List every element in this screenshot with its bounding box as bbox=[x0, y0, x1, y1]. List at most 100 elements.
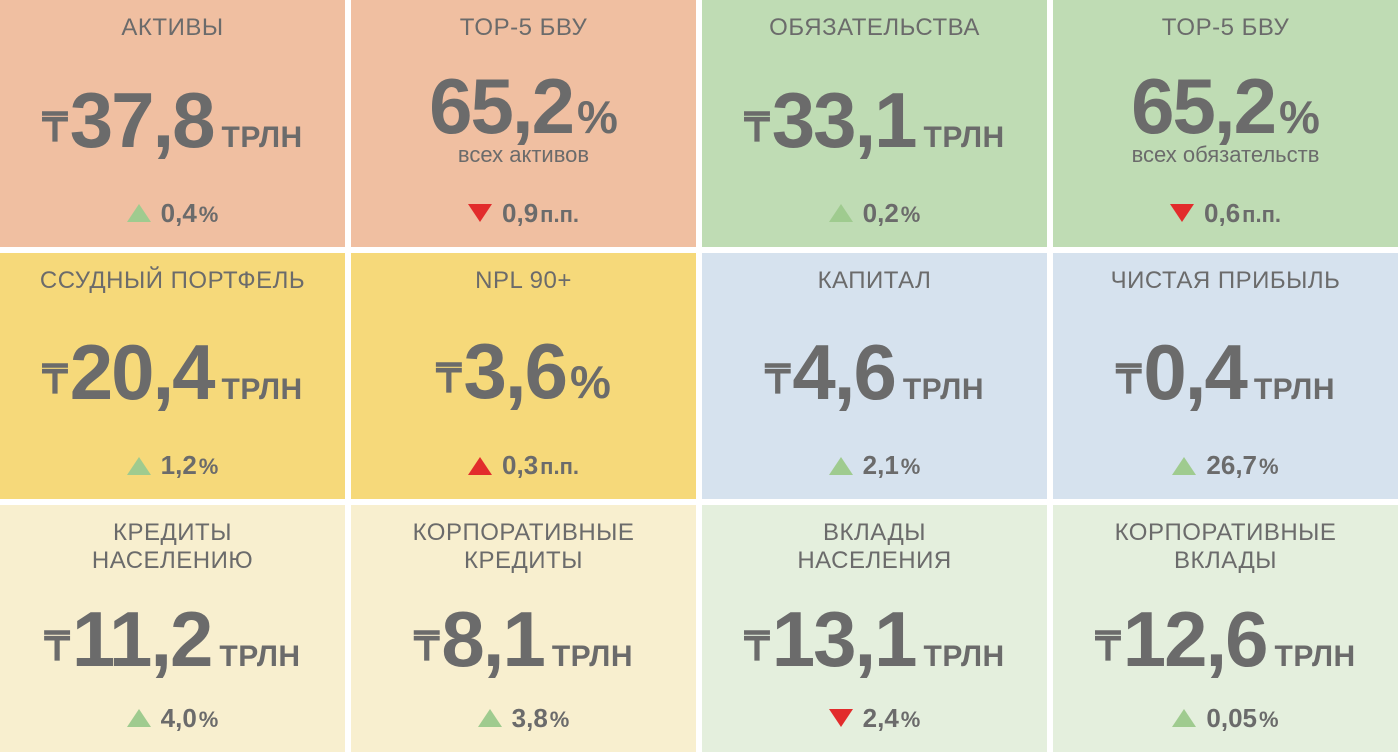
metric-value-block: ₸13,1ТРЛН bbox=[744, 604, 1004, 674]
metric-value-row: ₸20,4ТРЛН bbox=[42, 337, 302, 407]
metric-value-row: ₸37,8ТРЛН bbox=[42, 85, 302, 155]
metric-value-row: ₸33,1ТРЛН bbox=[744, 85, 1004, 155]
arrow-up-icon bbox=[829, 457, 853, 475]
metric-unit: % bbox=[577, 90, 618, 144]
metric-change-text: 0,6п.п. bbox=[1204, 198, 1281, 229]
metric-value-row: ₸8,1ТРЛН bbox=[414, 604, 633, 674]
metric-value-block: ₸0,4ТРЛН bbox=[1116, 337, 1335, 407]
metric-change-text: 0,3п.п. bbox=[502, 450, 579, 481]
arrow-up-icon bbox=[127, 457, 151, 475]
metric-subtitle: всех активов bbox=[458, 142, 589, 168]
arrow-down-icon bbox=[1170, 204, 1194, 222]
metric-change-value: 0,9 bbox=[502, 198, 538, 228]
metric-change-unit: п.п. bbox=[540, 454, 579, 479]
metric-change-value: 3,8 bbox=[512, 703, 548, 733]
tenge-icon: ₸ bbox=[765, 360, 790, 400]
metric-unit: % bbox=[1279, 90, 1320, 144]
metric-unit: ТРЛН bbox=[903, 373, 984, 407]
metric-change-value: 0,3 bbox=[502, 450, 538, 480]
metric-value-block: 65,2%всех обязательств bbox=[1131, 71, 1320, 168]
metric-title: КОРПОРАТИВНЫЕКРЕДИТЫ bbox=[413, 519, 635, 574]
metric-value-row: ₸11,2ТРЛН bbox=[44, 604, 300, 674]
metric-change-value: 2,4 bbox=[863, 703, 899, 733]
metric-card-loan-portfolio: ССУДНЫЙ ПОРТФЕЛЬ ₸20,4ТРЛН 1,2% bbox=[0, 253, 345, 500]
metric-change-text: 4,0% bbox=[161, 703, 219, 734]
metric-unit: ТРЛН bbox=[1254, 373, 1335, 407]
metric-value: 11,2 bbox=[72, 604, 212, 674]
metric-change-unit: % bbox=[901, 707, 921, 732]
metric-value-row: 65,2% bbox=[1131, 71, 1320, 144]
metric-value: 20,4 bbox=[70, 337, 214, 407]
metric-change-text: 2,1% bbox=[863, 450, 921, 481]
arrow-up-icon bbox=[468, 457, 492, 475]
metric-unit: ТРЛН bbox=[222, 373, 303, 407]
metric-change-unit: % bbox=[901, 202, 921, 227]
metric-title: КРЕДИТЫНАСЕЛЕНИЮ bbox=[92, 519, 253, 574]
metric-value-block: ₸33,1ТРЛН bbox=[744, 85, 1004, 155]
tenge-icon: ₸ bbox=[414, 627, 439, 667]
metric-unit: ТРЛН bbox=[219, 640, 300, 674]
metric-card-liabilities: ОБЯЗАТЕЛЬСТВА ₸33,1ТРЛН 0,2% bbox=[702, 0, 1047, 247]
tenge-icon: ₸ bbox=[1095, 627, 1120, 667]
arrow-up-icon bbox=[1172, 457, 1196, 475]
metric-change: 0,6п.п. bbox=[1170, 198, 1281, 229]
metric-title: ЧИСТАЯ ПРИБЫЛЬ bbox=[1111, 267, 1341, 295]
metric-change-unit: % bbox=[901, 454, 921, 479]
metric-title: ССУДНЫЙ ПОРТФЕЛЬ bbox=[40, 267, 305, 295]
metric-change-value: 4,0 bbox=[161, 703, 197, 733]
arrow-up-icon bbox=[1172, 709, 1196, 727]
arrow-up-icon bbox=[829, 204, 853, 222]
metric-value-row: ₸12,6ТРЛН bbox=[1095, 604, 1355, 674]
metric-unit: ТРЛН bbox=[552, 640, 633, 674]
metric-value: 65,2 bbox=[1131, 71, 1275, 141]
metric-change: 0,3п.п. bbox=[468, 450, 579, 481]
metric-card-retail-deposits: ВКЛАДЫНАСЕЛЕНИЯ ₸13,1ТРЛН 2,4% bbox=[702, 505, 1047, 752]
metric-title: TOP-5 БВУ bbox=[460, 14, 588, 42]
metric-value: 13,1 bbox=[772, 604, 916, 674]
tenge-icon: ₸ bbox=[42, 360, 67, 400]
metric-value: 37,8 bbox=[70, 85, 214, 155]
metric-value-row: 65,2% bbox=[429, 71, 618, 144]
metric-change: 2,1% bbox=[829, 450, 921, 481]
metric-card-corp-deposits: КОРПОРАТИВНЫЕВКЛАДЫ₸12,6ТРЛН0,05% bbox=[1053, 505, 1398, 752]
metric-card-top5-assets: TOP-5 БВУ 65,2%всех активов 0,9п.п. bbox=[351, 0, 696, 247]
metric-change-value: 0,05 bbox=[1206, 703, 1257, 733]
metric-change-unit: % bbox=[1259, 454, 1279, 479]
metric-change-value: 2,1 bbox=[863, 450, 899, 480]
metric-change-unit: % bbox=[1259, 707, 1279, 732]
metric-value-block: ₸37,8ТРЛН bbox=[42, 85, 302, 155]
metric-value-block: ₸20,4ТРЛН bbox=[42, 337, 302, 407]
metric-change-value: 0,4 bbox=[161, 198, 197, 228]
metric-change-value: 0,2 bbox=[863, 198, 899, 228]
metric-card-capital: КАПИТАЛ₸4,6ТРЛН2,1% bbox=[702, 253, 1047, 500]
metric-value: 3,6 bbox=[464, 336, 566, 406]
metric-value: 12,6 bbox=[1123, 604, 1267, 674]
metric-change-text: 3,8% bbox=[512, 703, 570, 734]
metric-subtitle: всех обязательств bbox=[1132, 142, 1320, 168]
metric-value: 4,6 bbox=[792, 337, 894, 407]
metric-change: 2,4% bbox=[829, 703, 921, 734]
metric-title: ОБЯЗАТЕЛЬСТВА bbox=[769, 14, 980, 42]
metric-change-unit: % bbox=[199, 707, 219, 732]
metric-change-text: 0,4% bbox=[161, 198, 219, 229]
metric-unit: ТРЛН bbox=[924, 640, 1005, 674]
metric-change: 4,0% bbox=[127, 703, 219, 734]
metric-title: АКТИВЫ bbox=[121, 14, 223, 42]
tenge-icon: ₸ bbox=[744, 108, 769, 148]
metric-title: ВКЛАДЫНАСЕЛЕНИЯ bbox=[797, 519, 951, 574]
metric-card-npl90: NPL 90+₸3,6%0,3п.п. bbox=[351, 253, 696, 500]
arrow-down-icon bbox=[468, 204, 492, 222]
metric-unit: % bbox=[570, 355, 611, 409]
metric-value: 0,4 bbox=[1143, 337, 1245, 407]
metric-value-block: ₸11,2ТРЛН bbox=[44, 604, 300, 674]
arrow-up-icon bbox=[127, 709, 151, 727]
metric-change-value: 1,2 bbox=[161, 450, 197, 480]
metric-change: 0,2% bbox=[829, 198, 921, 229]
metric-card-net-profit: ЧИСТАЯ ПРИБЫЛЬ₸0,4ТРЛН26,7% bbox=[1053, 253, 1398, 500]
metric-change: 0,4% bbox=[127, 198, 219, 229]
metric-change: 1,2% bbox=[127, 450, 219, 481]
metric-card-assets: АКТИВЫ ₸37,8ТРЛН 0,4% bbox=[0, 0, 345, 247]
metric-value-row: ₸3,6% bbox=[436, 336, 611, 409]
metric-change-text: 0,9п.п. bbox=[502, 198, 579, 229]
metric-unit: ТРЛН bbox=[924, 121, 1005, 155]
